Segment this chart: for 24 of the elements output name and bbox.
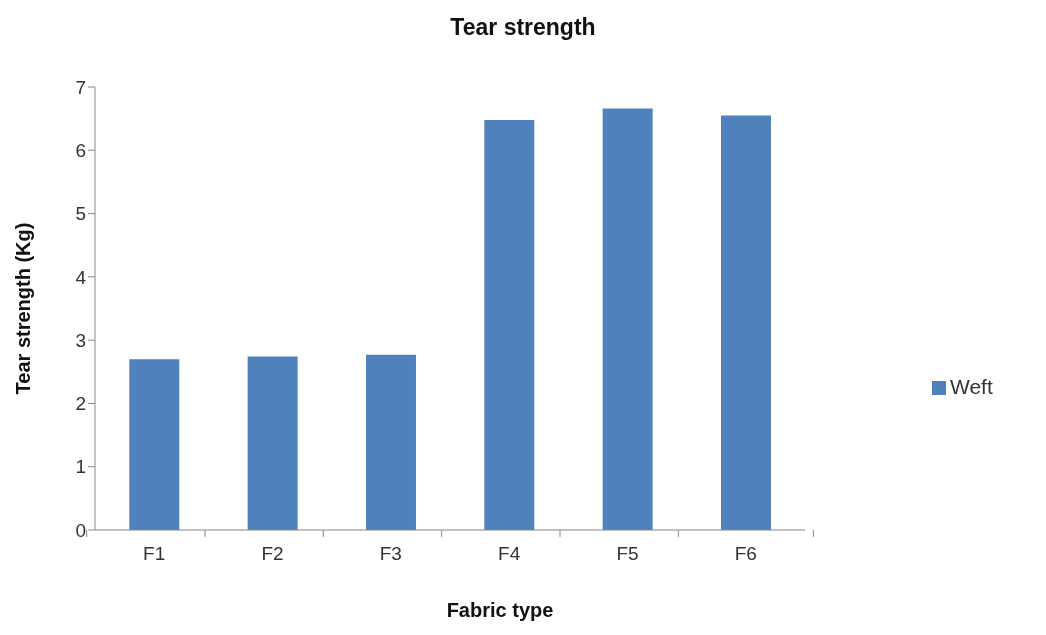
chart-title: Tear strength — [449, 14, 597, 41]
y-tick-label: 4 — [75, 266, 87, 288]
y-tick-label: 6 — [75, 140, 86, 162]
bar — [365, 354, 416, 530]
bar — [720, 115, 771, 530]
x-tick-label: F3 — [379, 543, 402, 564]
bar — [602, 108, 653, 530]
legend-label: Weft — [950, 375, 993, 398]
y-tick-label: 1 — [75, 456, 86, 478]
x-tick-label: F1 — [143, 543, 166, 564]
y-tick-label: 0 — [75, 519, 86, 541]
bar — [129, 359, 180, 530]
y-tick-label: 7 — [75, 76, 86, 98]
bar — [484, 119, 535, 530]
y-axis-title: Tear strength (Kg) — [12, 222, 34, 395]
x-tick-label: F4 — [498, 543, 521, 564]
x-tick-label: F6 — [734, 543, 757, 564]
x-tick-label: F5 — [616, 543, 639, 564]
x-tick-label: F2 — [261, 543, 284, 564]
y-tick-label: 2 — [75, 393, 86, 415]
x-axis-title: Fabric type — [446, 599, 554, 621]
bar — [247, 356, 298, 530]
y-tick-label: 5 — [75, 203, 86, 225]
y-tick-label: 3 — [75, 329, 86, 351]
